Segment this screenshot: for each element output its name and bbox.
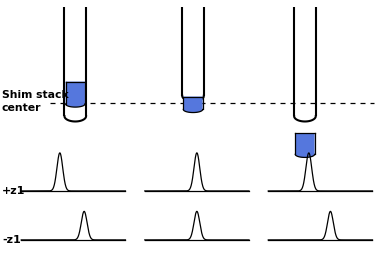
Text: center: center	[2, 103, 41, 113]
Text: Shim stack: Shim stack	[2, 90, 69, 100]
Text: +z1: +z1	[2, 186, 25, 196]
Polygon shape	[183, 97, 203, 113]
Polygon shape	[295, 133, 315, 157]
Text: -z1: -z1	[2, 235, 21, 245]
Polygon shape	[66, 82, 85, 107]
